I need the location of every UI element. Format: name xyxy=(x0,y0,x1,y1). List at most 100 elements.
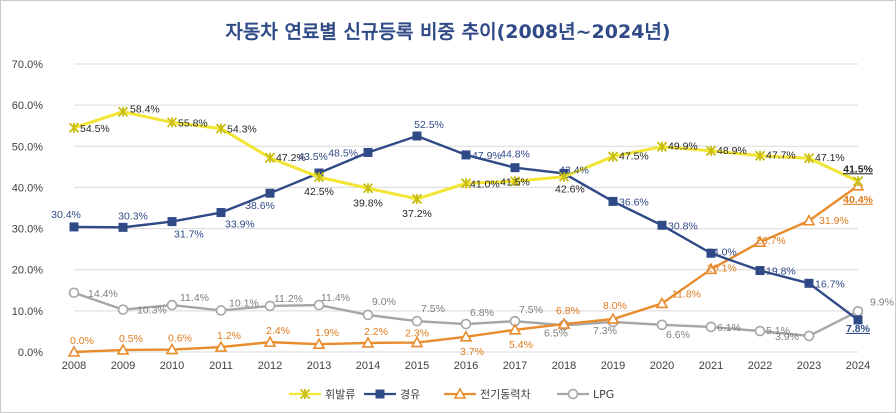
data-label: 31.9% xyxy=(819,215,849,227)
point-marker xyxy=(412,131,422,141)
data-label: 48.5% xyxy=(328,147,358,159)
data-label: 0.5% xyxy=(119,333,143,345)
data-label: 11.8% xyxy=(672,288,701,300)
point-marker xyxy=(852,305,864,317)
point-marker xyxy=(263,335,277,347)
data-label: 14.4% xyxy=(88,288,118,300)
data-label: 30.3% xyxy=(118,210,148,222)
point-marker xyxy=(214,340,228,352)
point-marker xyxy=(264,152,276,163)
data-label: 37.2% xyxy=(402,208,432,220)
point-marker xyxy=(657,220,667,230)
point-marker xyxy=(167,217,177,227)
data-label: 26.7% xyxy=(756,235,786,247)
point-marker xyxy=(460,178,472,189)
point-marker xyxy=(607,151,619,162)
data-label: 43.5% xyxy=(298,151,328,163)
legend-item-1: 경유 xyxy=(364,388,420,401)
x-tick-label: 2011 xyxy=(209,360,233,372)
point-marker xyxy=(69,222,79,232)
point-marker xyxy=(755,266,765,276)
legend: 휘발류 경유 전기동력차 LPG xyxy=(289,387,614,401)
data-label: 9.9% xyxy=(870,296,894,308)
point-marker xyxy=(557,317,571,329)
point-marker xyxy=(375,389,385,399)
point-marker xyxy=(704,262,718,275)
point-marker xyxy=(567,388,579,400)
data-label: 5.4% xyxy=(509,339,533,351)
point-marker xyxy=(803,153,815,164)
x-tick-label: 2017 xyxy=(503,360,527,372)
grid xyxy=(74,63,858,353)
point-marker xyxy=(656,319,668,331)
data-label: 41.0% xyxy=(470,178,500,190)
data-label: 6.5% xyxy=(544,327,568,339)
data-label: 30.4% xyxy=(51,209,81,221)
data-label: 10.3% xyxy=(137,305,167,317)
x-tick-label: 2019 xyxy=(601,360,625,372)
point-marker xyxy=(265,188,275,198)
data-label: 58.4% xyxy=(130,104,160,116)
point-marker xyxy=(460,318,472,330)
y-axis-ticks: 0.0% 10.0% 20.0% 30.0% 40.0% 50.0% 60.0% 70.0% xyxy=(12,59,43,359)
point-marker xyxy=(362,309,374,321)
data-label: 47.1% xyxy=(815,152,845,164)
legend-label: LPG xyxy=(593,388,614,401)
point-marker xyxy=(852,176,864,187)
x-tick-label: 2008 xyxy=(62,360,86,372)
data-label: 54.3% xyxy=(227,124,257,136)
data-label: 47.7% xyxy=(766,150,796,162)
data-label: 24.0% xyxy=(707,246,737,258)
data-label: 3.9% xyxy=(775,331,799,343)
x-tick-label: 2014 xyxy=(356,360,380,372)
data-label: 48.9% xyxy=(717,145,747,157)
point-marker xyxy=(117,304,129,315)
data-label: 33.9% xyxy=(225,219,255,231)
point-marker xyxy=(754,150,766,161)
data-label: 52.5% xyxy=(414,119,444,131)
data-label: 49.9% xyxy=(668,141,698,153)
point-marker xyxy=(166,299,178,311)
x-tick-label: 2021 xyxy=(699,360,723,372)
point-marker xyxy=(453,387,467,399)
point-marker xyxy=(215,305,227,316)
x-axis-ticks: 2008 2009 2010 2011 2012 2013 2014 2015 2016 2017… xyxy=(62,360,870,372)
data-label: 5.1% xyxy=(766,325,790,337)
point-marker xyxy=(313,172,325,183)
data-label: 31.7% xyxy=(174,229,204,241)
point-marker xyxy=(264,300,276,312)
point-marker xyxy=(299,388,311,400)
data-label: 41.5% xyxy=(500,176,530,188)
data-label: 0.0% xyxy=(70,335,94,347)
x-tick-label: 2022 xyxy=(748,360,772,372)
point-marker xyxy=(117,106,129,117)
data-label: 11.2% xyxy=(274,293,303,305)
point-marker xyxy=(118,222,128,232)
data-label: 39.8% xyxy=(353,197,383,209)
x-tick-label: 2015 xyxy=(405,360,429,372)
legend-item-2: 전기동력차 xyxy=(444,387,531,401)
data-label: 6.8% xyxy=(556,305,580,317)
data-label: 16.7% xyxy=(815,278,845,290)
y-tick-label: 40.0% xyxy=(12,182,43,194)
point-marker xyxy=(804,278,814,288)
point-marker xyxy=(655,296,669,309)
point-marker xyxy=(508,323,522,335)
data-label: 54.5% xyxy=(80,123,110,135)
point-marker xyxy=(362,183,374,194)
data-label: 42.6% xyxy=(555,184,585,196)
data-label: 8.0% xyxy=(603,300,627,312)
point-marker xyxy=(606,312,620,324)
point-marker xyxy=(116,343,130,355)
data-label: 6.6% xyxy=(666,329,690,341)
point-marker xyxy=(216,208,226,218)
y-tick-label: 30.0% xyxy=(12,224,43,236)
y-tick-label: 70.0% xyxy=(12,59,43,71)
data-label: 55.8% xyxy=(178,117,208,129)
point-marker xyxy=(656,141,668,152)
x-tick-label: 2016 xyxy=(454,360,478,372)
point-marker xyxy=(753,235,767,247)
point-marker xyxy=(312,337,326,349)
